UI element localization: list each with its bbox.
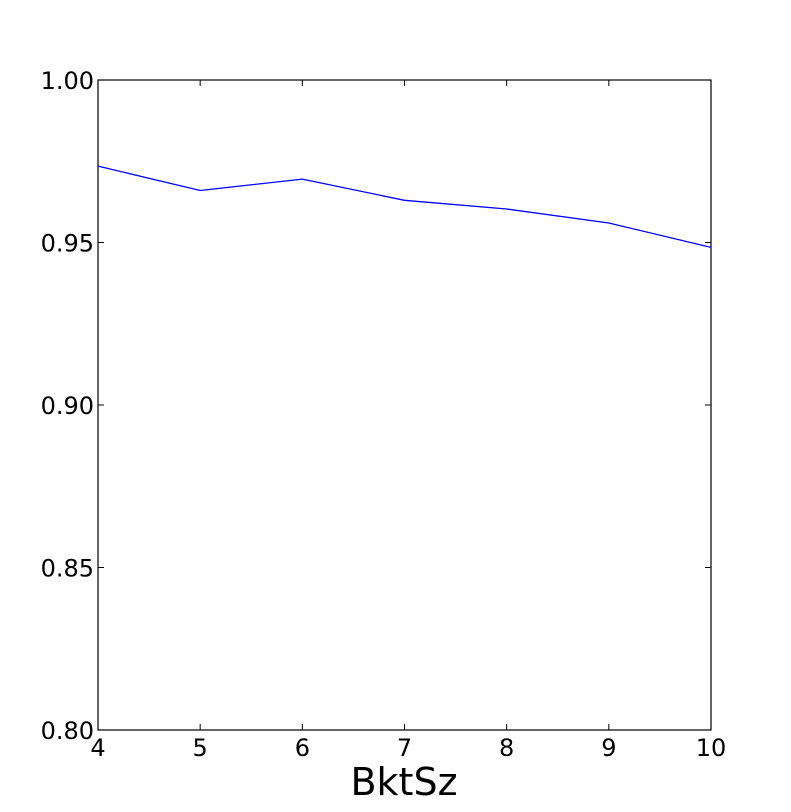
x-tick-label: 8 (499, 734, 514, 762)
x-axis-label: BktSz (350, 760, 457, 804)
y-tick-label: 1.00 (41, 67, 94, 95)
y-tick-label: 0.80 (41, 717, 94, 745)
x-tick-label: 4 (90, 734, 105, 762)
x-tick-label: 7 (397, 734, 412, 762)
x-tick-label: 5 (193, 734, 208, 762)
y-tick-label: 0.85 (41, 555, 94, 583)
x-tick-label: 9 (601, 734, 616, 762)
y-tick-label: 0.95 (41, 230, 94, 258)
x-tick-label: 6 (295, 734, 310, 762)
axis-ticks (97, 79, 712, 731)
plot-area (97, 79, 712, 731)
y-tick-label: 0.90 (41, 392, 94, 420)
plot-frame (97, 79, 712, 731)
x-tick-label: 10 (696, 734, 727, 762)
series-line-0 (97, 165, 712, 249)
tick-labels: 4 5 6 7 8 9 10 0.80 0.85 0.90 0.95 1.00 (41, 67, 727, 762)
series-lines (97, 165, 712, 249)
